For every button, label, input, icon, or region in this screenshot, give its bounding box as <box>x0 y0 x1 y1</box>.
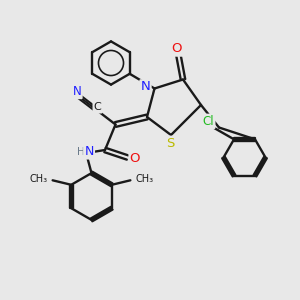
Text: C: C <box>94 102 101 112</box>
Text: O: O <box>172 42 182 56</box>
Text: N: N <box>73 85 82 98</box>
Text: N: N <box>141 80 150 94</box>
Text: Cl: Cl <box>203 115 214 128</box>
Text: S: S <box>166 137 175 150</box>
Text: H: H <box>76 147 84 157</box>
Text: CH₃: CH₃ <box>136 174 154 184</box>
Text: O: O <box>130 152 140 166</box>
Text: CH₃: CH₃ <box>29 174 47 184</box>
Text: N: N <box>84 145 94 158</box>
